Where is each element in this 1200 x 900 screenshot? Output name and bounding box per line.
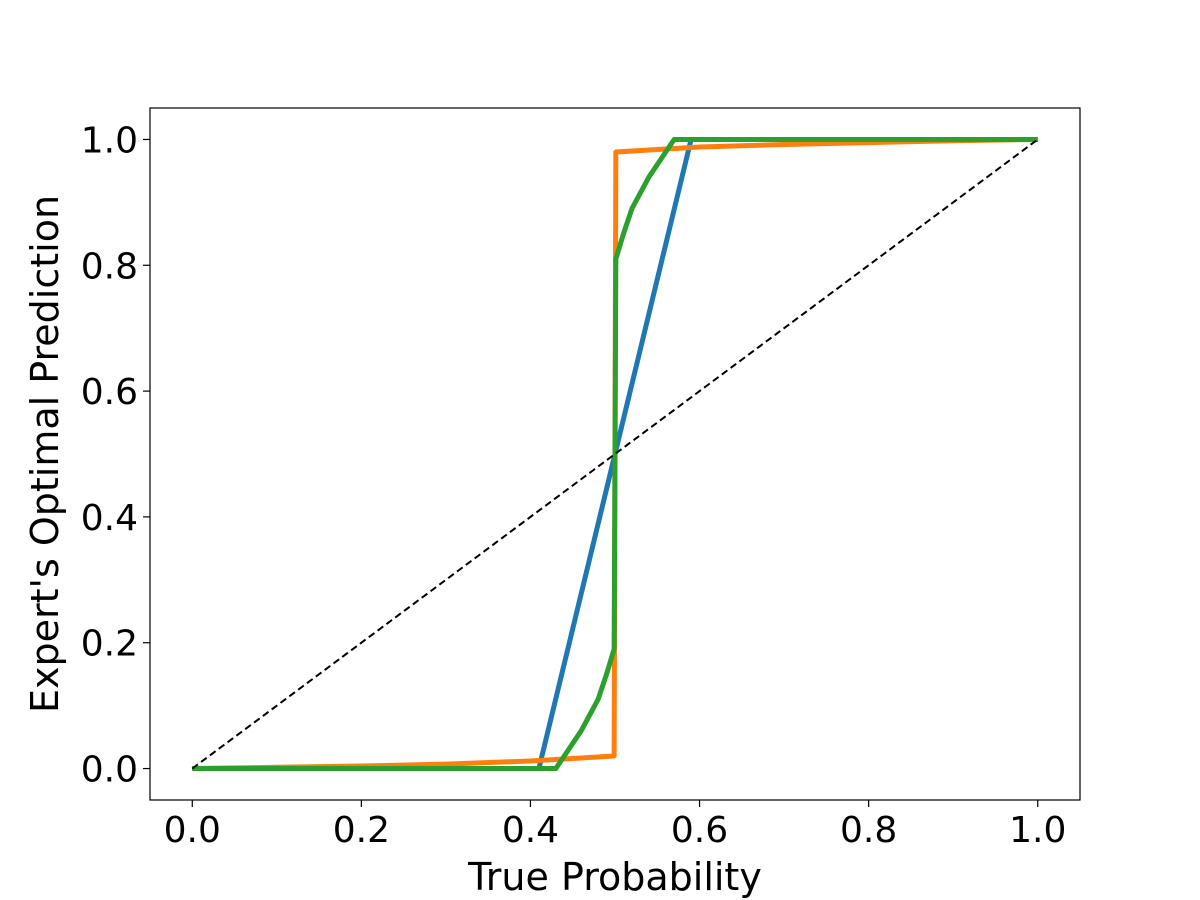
x-tick-label: 0.6 [671,810,728,851]
series-layer [191,136,1039,772]
x-tick-label: 0.0 [164,810,221,851]
y-tick-label: 0.6 [81,372,138,413]
y-tick-label: 1.0 [81,120,138,161]
x-tick-label: 0.2 [333,810,390,851]
y-tick-label: 0.0 [81,750,138,791]
y-tick-label: 0.8 [81,246,138,287]
x-axis-label: True Probability [467,855,762,899]
y-axis: 0.0 0.2 0.4 0.6 0.8 1.0 [81,120,150,791]
x-tick-label: 0.8 [840,810,897,851]
plot-frame [149,107,1081,801]
y-tick-label: 0.4 [81,498,138,539]
y-axis-label: Expert's Optimal Prediction [23,195,67,713]
x-axis: 0.0 0.2 0.4 0.6 0.8 1.0 [164,800,1066,851]
y-tick-label: 0.2 [81,624,138,665]
x-tick-label: 0.4 [502,810,559,851]
series-line-3 [192,136,1038,772]
x-tick-label: 1.0 [1009,810,1066,851]
